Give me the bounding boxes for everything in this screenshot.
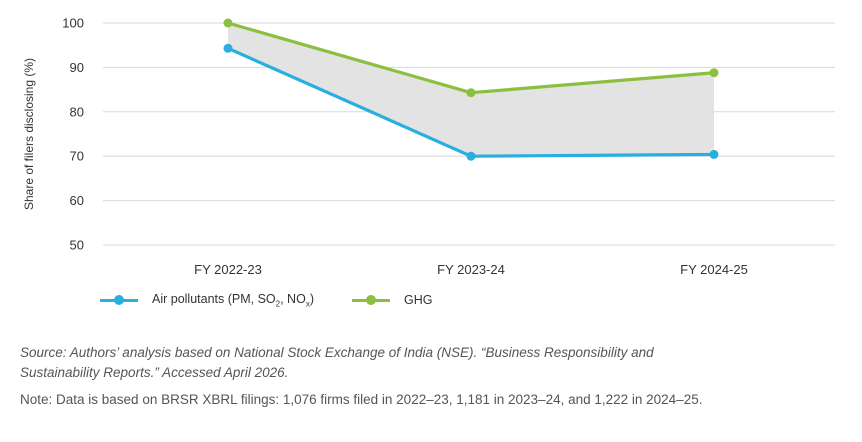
data-point xyxy=(709,68,719,78)
legend-marker-ghg xyxy=(351,295,390,306)
legend: Air pollutants (PM, SO2, NOx) GHG xyxy=(100,292,470,309)
source-text: Source: Authors’ analysis based on Natio… xyxy=(20,345,654,380)
data-point xyxy=(223,18,233,28)
y-tick-label: 90 xyxy=(70,60,84,75)
x-tick-label: FY 2022-23 xyxy=(194,262,262,277)
y-tick-label: 50 xyxy=(70,238,84,253)
line-chart: 50 60 70 80 90 100 FY 2022-23 FY 2023-24 FY 2024… xyxy=(22,16,835,277)
y-tick-label: 80 xyxy=(70,104,84,119)
legend-label-ghg: GHG xyxy=(403,293,433,308)
data-point xyxy=(466,88,476,98)
legend-label-air: Air pollutants (PM, SO2, NOx) xyxy=(152,292,314,309)
y-tick-label: 60 xyxy=(70,193,84,208)
legend-item-ghg: GHG xyxy=(351,293,433,308)
shaded-gap-area xyxy=(228,23,714,157)
note-text: Note: Data is based on BRSR XBRL filings… xyxy=(20,392,703,407)
y-tick-label: 100 xyxy=(62,16,84,31)
x-tick-label: FY 2023-24 xyxy=(437,262,505,277)
data-point xyxy=(709,149,719,159)
legend-marker-air xyxy=(100,295,138,306)
y-tick-label: 70 xyxy=(70,149,84,164)
y-axis-label: Share of filers disclosing (%) xyxy=(22,58,36,210)
data-point xyxy=(466,151,476,161)
x-tick-label: FY 2024-25 xyxy=(680,262,748,277)
data-point xyxy=(223,43,233,53)
legend-item-air-pollutants: Air pollutants (PM, SO2, NOx) xyxy=(100,292,314,309)
